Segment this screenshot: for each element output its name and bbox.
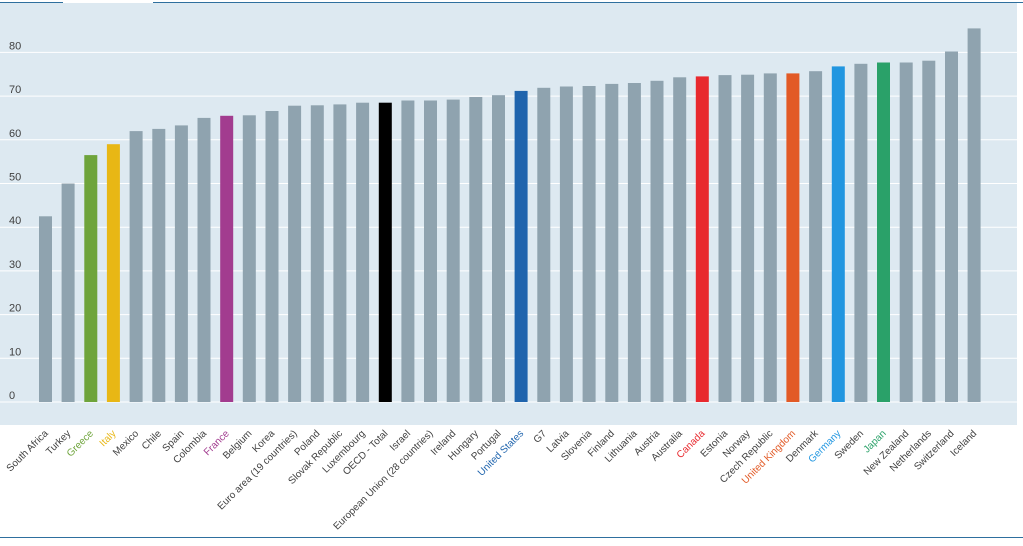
x-tick-label-south-africa: South Africa xyxy=(5,428,51,474)
bar-portugal xyxy=(492,95,505,402)
bar-sweden xyxy=(854,63,868,403)
bar-new-zealand xyxy=(899,62,913,402)
bar-slovenia xyxy=(582,86,596,402)
y-tick-label-0: 0 xyxy=(9,390,15,402)
bar-france xyxy=(220,115,234,403)
bar-iceland xyxy=(967,28,981,403)
bar-norway xyxy=(741,74,755,402)
y-tick-label-10: 10 xyxy=(9,346,21,358)
bar-estonia xyxy=(718,75,732,402)
bars xyxy=(39,28,981,403)
bar-slovak-republic xyxy=(333,104,347,403)
top-rule xyxy=(0,2,1023,3)
y-tick-label-60: 60 xyxy=(9,128,21,140)
bar-australia xyxy=(673,77,687,403)
bar-belgium xyxy=(242,115,256,403)
bottom-rule xyxy=(0,537,1023,538)
bar-chile xyxy=(152,128,166,402)
bar-lithuania xyxy=(627,83,641,402)
bar-canada xyxy=(695,76,709,403)
bar-spain xyxy=(174,125,188,403)
bar-netherlands xyxy=(922,60,936,402)
bar-israel xyxy=(401,100,415,402)
y-tick-label-20: 20 xyxy=(9,303,21,315)
bar-luxembourg xyxy=(356,102,370,402)
bar-united-states xyxy=(514,90,528,403)
bar-mexico xyxy=(129,131,143,402)
x-tick-label-chile: Chile xyxy=(140,428,164,452)
y-tick-label-30: 30 xyxy=(9,259,21,271)
gridlines xyxy=(0,51,1017,403)
bar-germany xyxy=(831,66,845,403)
bar-united-kingdom xyxy=(786,73,800,403)
bar-japan xyxy=(877,62,890,402)
bar-g7 xyxy=(537,87,551,403)
bar-greece xyxy=(84,155,98,402)
bar-turkey xyxy=(61,183,75,402)
bar-italy xyxy=(106,144,120,402)
y-tick-label-40: 40 xyxy=(9,215,21,227)
bar-latvia xyxy=(559,86,573,402)
bar-hungary xyxy=(469,97,483,402)
bar-european-union-28-countries xyxy=(424,100,437,402)
y-tick-label-80: 80 xyxy=(9,40,21,52)
bar-south-africa xyxy=(39,216,52,402)
bar-colombia xyxy=(197,117,211,403)
bar-switzerland xyxy=(945,51,958,402)
bar-austria xyxy=(650,80,664,403)
x-tick-label-mexico: Mexico xyxy=(111,428,141,458)
x-tick-label-g7: G7 xyxy=(532,428,550,446)
bar-finland xyxy=(605,83,619,403)
bar-denmark xyxy=(809,71,823,402)
bar-poland xyxy=(310,105,324,403)
bar-euro-area-19-countries xyxy=(288,105,302,402)
bar-ireland xyxy=(446,99,460,402)
plot-background xyxy=(0,3,1017,425)
bar-oecd-total xyxy=(378,102,392,402)
top-tab-highlight xyxy=(63,0,153,3)
bar-korea xyxy=(265,111,279,402)
y-tick-label-70: 70 xyxy=(9,84,21,96)
y-tick-label-50: 50 xyxy=(9,172,21,184)
bar-czech-republic xyxy=(763,73,777,403)
y-tick-labels: 0 10 20 30 40 50 60 70 80 xyxy=(9,40,21,402)
